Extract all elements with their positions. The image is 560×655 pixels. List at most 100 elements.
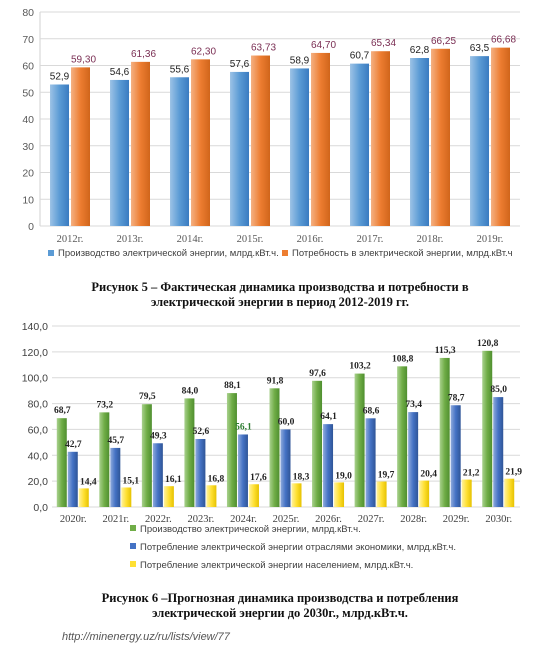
bar-population-consumption: [78, 488, 89, 507]
y-tick-label: 0: [28, 221, 34, 233]
data-label-industry: 42,7: [65, 440, 82, 450]
x-tick-label: 2016г.: [297, 234, 324, 245]
legend-industry-consumption-swatch: [130, 543, 136, 549]
x-tick-label: 2013г.: [117, 234, 144, 245]
bar-production: [110, 79, 129, 226]
bar-production: [350, 63, 369, 226]
x-tick-label: 2025г.: [273, 514, 300, 525]
data-label-industry: 73,4: [405, 400, 422, 410]
chart-production-demand-2012-2019: 0 10 20 30 40 50 60 70 80 52,959,30 2012г. 54,661,3…: [22, 7, 520, 259]
bar-production: [290, 68, 309, 226]
data-label-population: 16,1: [165, 475, 182, 485]
bar-production: [269, 388, 280, 507]
bar-production: [354, 373, 365, 507]
data-label-demand: 61,36: [131, 49, 156, 60]
bar-production: [230, 71, 249, 226]
bar-demand: [251, 55, 270, 227]
y-tick-label: 40: [22, 114, 34, 126]
bar-demand: [191, 59, 210, 226]
bar-demand: [431, 48, 450, 226]
y-tick-label: 20,0: [28, 476, 49, 488]
legend-production-label: Производство электрической энергии, млрд…: [140, 524, 361, 535]
data-label-population: 21,9: [505, 468, 522, 478]
bar-demand: [71, 67, 90, 226]
data-label-demand: 63,73: [251, 43, 276, 54]
x-tick-label: 2030г.: [485, 514, 512, 525]
data-label-industry: 64,1: [320, 412, 337, 422]
data-label-production: 91,8: [267, 376, 284, 386]
data-label-population: 14,4: [80, 477, 97, 487]
data-label-production: 120,8: [477, 339, 499, 349]
bar-population-consumption: [504, 478, 515, 507]
x-tick-label: 2022г.: [145, 514, 172, 525]
y-tick-label: 50: [22, 87, 34, 99]
bar-population-consumption: [163, 486, 174, 507]
legend-swatch-demand: [282, 250, 288, 256]
data-label-population: 17,6: [250, 473, 267, 483]
y-tick-label: 60,0: [28, 424, 49, 436]
bar-industry-consumption: [195, 438, 206, 507]
data-label-industry: 85,0: [490, 385, 507, 395]
y-tick-label: 80: [22, 7, 34, 19]
data-label-production: 60,7: [350, 51, 370, 62]
y-tick-label: 120,0: [22, 347, 48, 359]
legend-label-demand: Потребность в электрической энергии, млр…: [292, 248, 513, 259]
data-label-industry: 68,6: [363, 406, 380, 416]
legend-label-production: Производство электрической энергии, млрд…: [58, 248, 279, 259]
x-tick-label: 2027г.: [358, 514, 385, 525]
bar-industry-consumption: [408, 412, 419, 507]
data-label-demand: 59,30: [71, 54, 96, 65]
bar-population-consumption: [121, 487, 132, 507]
bar-industry-consumption: [237, 434, 248, 507]
bar-population-consumption: [248, 484, 259, 507]
x-tick-label: 2024г.: [230, 514, 257, 525]
bar-population-consumption: [291, 483, 302, 507]
x-tick-label: 2026г.: [315, 514, 342, 525]
y-tick-label: 20: [22, 168, 34, 180]
bar-production: [56, 418, 67, 507]
data-label-production: 63,5: [470, 43, 490, 54]
data-label-demand: 66,68: [491, 35, 516, 46]
legend-population-consumption-label: Потребление электрической энергии населе…: [140, 560, 413, 571]
bar-population-consumption: [206, 485, 217, 507]
figure5-caption-line2: электрической энергии в период 2012-2019…: [150, 295, 410, 309]
bar-demand: [491, 47, 510, 227]
data-label-production: 103,2: [349, 362, 371, 372]
x-tick-label: 2023г.: [188, 514, 215, 525]
y-tick-label: 70: [22, 34, 34, 46]
bar-production: [397, 366, 408, 507]
data-label-demand: 64,70: [311, 40, 336, 51]
bar-industry-consumption: [152, 443, 163, 507]
x-tick-label: 2029г.: [443, 514, 470, 525]
x-tick-label: 2014г.: [177, 234, 204, 245]
y-tick-label: 0,0: [33, 502, 48, 514]
bar-demand: [371, 51, 390, 226]
chart-forecast-2020-2030: 0,0 20,0 40,0 60,0 80,0 100,0 120,0 140,0 68,7 42…: [22, 321, 523, 571]
figure5-caption-line1: Рисунок 5 – Фактическая динамика произво…: [91, 280, 469, 294]
figure6-caption-line2: электрической энергии до 2030г., млрд.кВ…: [152, 606, 408, 620]
bar-production: [170, 77, 189, 227]
data-label-population: 15,1: [123, 476, 140, 486]
x-tick-label: 2021г.: [102, 514, 129, 525]
legend-industry-consumption-label: Потребление электрической энергии отрасл…: [140, 542, 456, 553]
data-label-production: 88,1: [224, 381, 241, 391]
legend-production-swatch: [130, 525, 136, 531]
bar-industry-consumption: [280, 429, 291, 507]
data-label-population: 18,3: [293, 472, 310, 482]
x-tick-label: 2018г.: [417, 234, 444, 245]
bar-production: [50, 84, 69, 227]
data-label-industry: 52,6: [193, 427, 210, 437]
bar-production: [482, 350, 493, 507]
data-label-production: 79,5: [139, 392, 156, 402]
x-tick-label: 2017г.: [357, 234, 384, 245]
bar-population-consumption: [419, 480, 430, 507]
data-label-production: 84,0: [182, 386, 199, 396]
bar-population-consumption: [461, 479, 472, 507]
y-tick-label: 140,0: [22, 321, 48, 333]
data-label-population: 20,4: [420, 470, 437, 480]
bar-production: [141, 404, 152, 507]
y-tick-label: 10: [22, 194, 34, 206]
bar-population-consumption: [376, 481, 387, 507]
x-tick-label: 2020г.: [60, 514, 87, 525]
x-tick-label: 2012г.: [57, 234, 84, 245]
